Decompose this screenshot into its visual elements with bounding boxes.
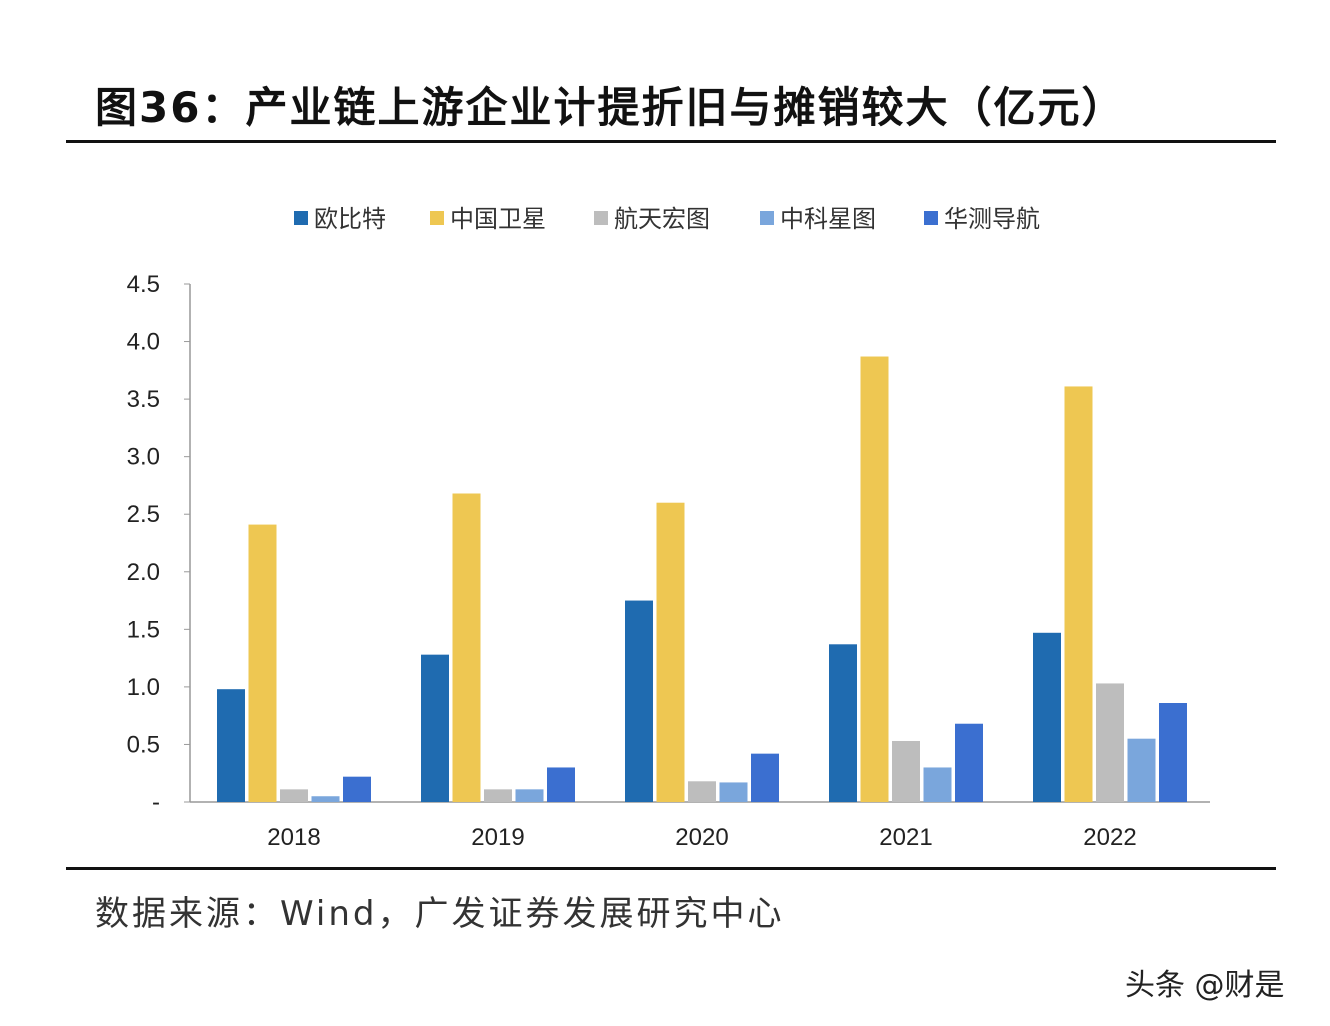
bar-华测导航-2020 [751, 753, 779, 802]
bar-欧比特-2018 [217, 689, 245, 802]
legend-label: 华测导航 [944, 205, 1040, 233]
bar-华测导航-2022 [1159, 703, 1187, 802]
y-tick-label: 1.0 [127, 674, 160, 701]
bar-航天宏图-2020 [688, 781, 716, 802]
source-note: 数据来源：Wind，广发证券发展研究中心 [95, 894, 785, 934]
bar-中科星图-2018 [311, 796, 340, 802]
bar-中国卫星-2019 [452, 493, 481, 802]
legend-label: 欧比特 [314, 205, 386, 233]
y-tick-label: 4.5 [127, 271, 160, 298]
legend-swatch [430, 211, 444, 225]
bar-航天宏图-2021 [892, 740, 920, 802]
top-rule [66, 140, 1276, 143]
bar-中国卫星-2020 [656, 502, 685, 802]
bar-欧比特-2020 [625, 600, 653, 802]
bar-中科星图-2021 [923, 767, 952, 802]
bar-欧比特-2021 [829, 644, 857, 802]
y-tick-label: 1.5 [127, 616, 160, 643]
x-tick-label: 2022 [1083, 824, 1136, 851]
y-tick-label: 0.5 [127, 731, 160, 758]
bar-中国卫星-2022 [1064, 386, 1093, 802]
bar-中科星图-2019 [515, 789, 544, 802]
legend-label: 中国卫星 [450, 205, 546, 233]
legend-swatch [924, 211, 938, 225]
watermark: 头条 @财是 [1125, 968, 1285, 1003]
y-tick-label: 2.5 [127, 501, 160, 528]
legend-swatch [294, 211, 308, 225]
bar-航天宏图-2019 [484, 789, 512, 802]
bar-中国卫星-2018 [248, 524, 277, 802]
bar-航天宏图-2022 [1096, 683, 1124, 802]
legend-label: 航天宏图 [614, 205, 710, 233]
bar-欧比特-2019 [421, 654, 449, 802]
bar-航天宏图-2018 [280, 789, 308, 802]
y-tick-label: 3.0 [127, 444, 160, 471]
bottom-rule [66, 867, 1276, 870]
bar-华测导航-2021 [955, 723, 983, 802]
y-tick-label: 3.5 [127, 386, 160, 413]
bar-华测导航-2019 [547, 767, 575, 802]
bar-华测导航-2018 [343, 776, 371, 802]
bar-中科星图-2020 [719, 782, 748, 802]
legend-swatch [760, 211, 774, 225]
x-tick-label: 2018 [267, 824, 320, 851]
bar-欧比特-2022 [1033, 632, 1061, 802]
figure-title: 图36：产业链上游企业计提折旧与摊销较大（亿元） [95, 83, 1126, 132]
y-tick-label: 4.0 [127, 329, 160, 356]
y-tick-label: 2.0 [127, 559, 160, 586]
y-tick-label: - [152, 789, 160, 816]
legend-label: 中科星图 [780, 205, 876, 233]
x-tick-label: 2019 [471, 824, 524, 851]
bar-中国卫星-2021 [860, 356, 889, 802]
x-tick-label: 2021 [879, 824, 932, 851]
legend-swatch [594, 211, 608, 225]
x-tick-label: 2020 [675, 824, 728, 851]
bar-中科星图-2022 [1127, 738, 1156, 802]
